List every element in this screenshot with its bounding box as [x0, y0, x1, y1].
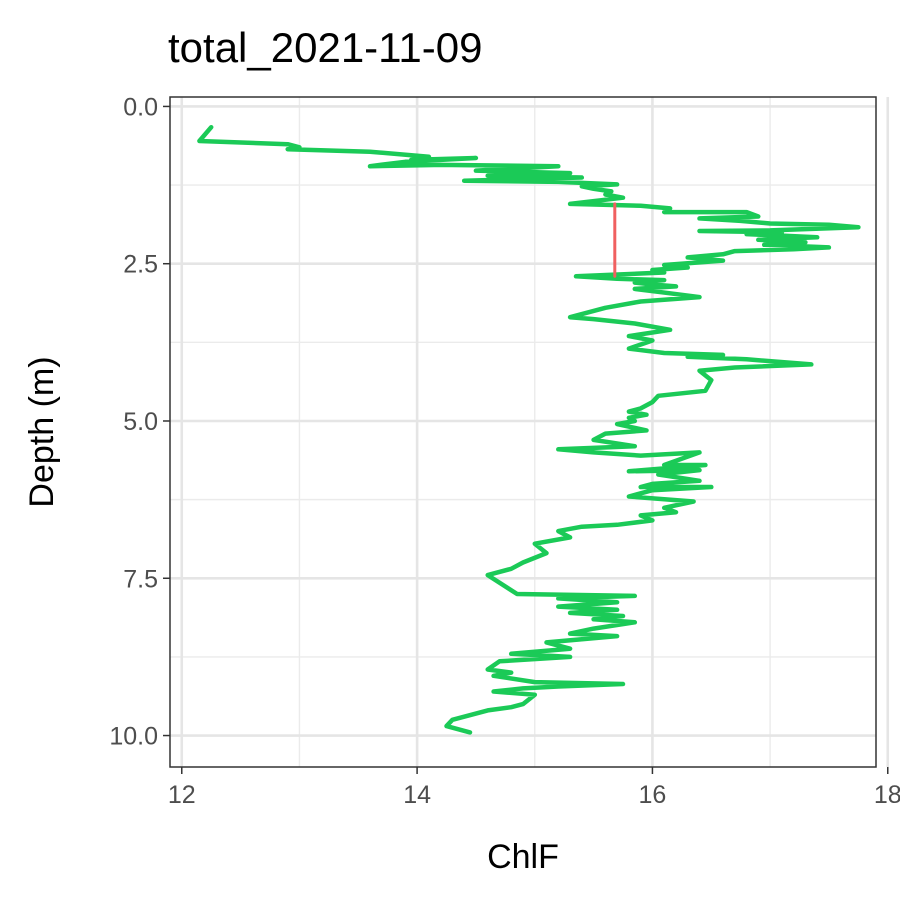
x-axis: 12 14 16 18	[168, 767, 900, 809]
grid-minor	[170, 97, 876, 767]
y-axis: 0.0 2.5 5.0 7.5 10.0	[109, 93, 170, 751]
chart-title: total_2021-11-09	[168, 24, 482, 71]
plot-border	[169, 96, 877, 768]
grid-major	[170, 97, 890, 767]
series-layer	[197, 124, 861, 735]
x-tick-label: 14	[403, 781, 431, 809]
x-tick-label: 16	[639, 781, 667, 809]
y-axis-title: Depth (m)	[23, 356, 61, 507]
y-tick-label: 10.0	[109, 723, 158, 751]
x-tick-label: 12	[168, 781, 196, 809]
y-tick-label: 2.5	[123, 251, 158, 279]
y-tick-label: 5.0	[123, 408, 158, 436]
x-axis-title: ChlF	[487, 838, 559, 876]
chlf-profile-line	[197, 124, 861, 735]
y-tick-label: 7.5	[123, 565, 158, 593]
x-tick-label: 18	[874, 781, 900, 809]
y-tick-label: 0.0	[123, 93, 158, 121]
